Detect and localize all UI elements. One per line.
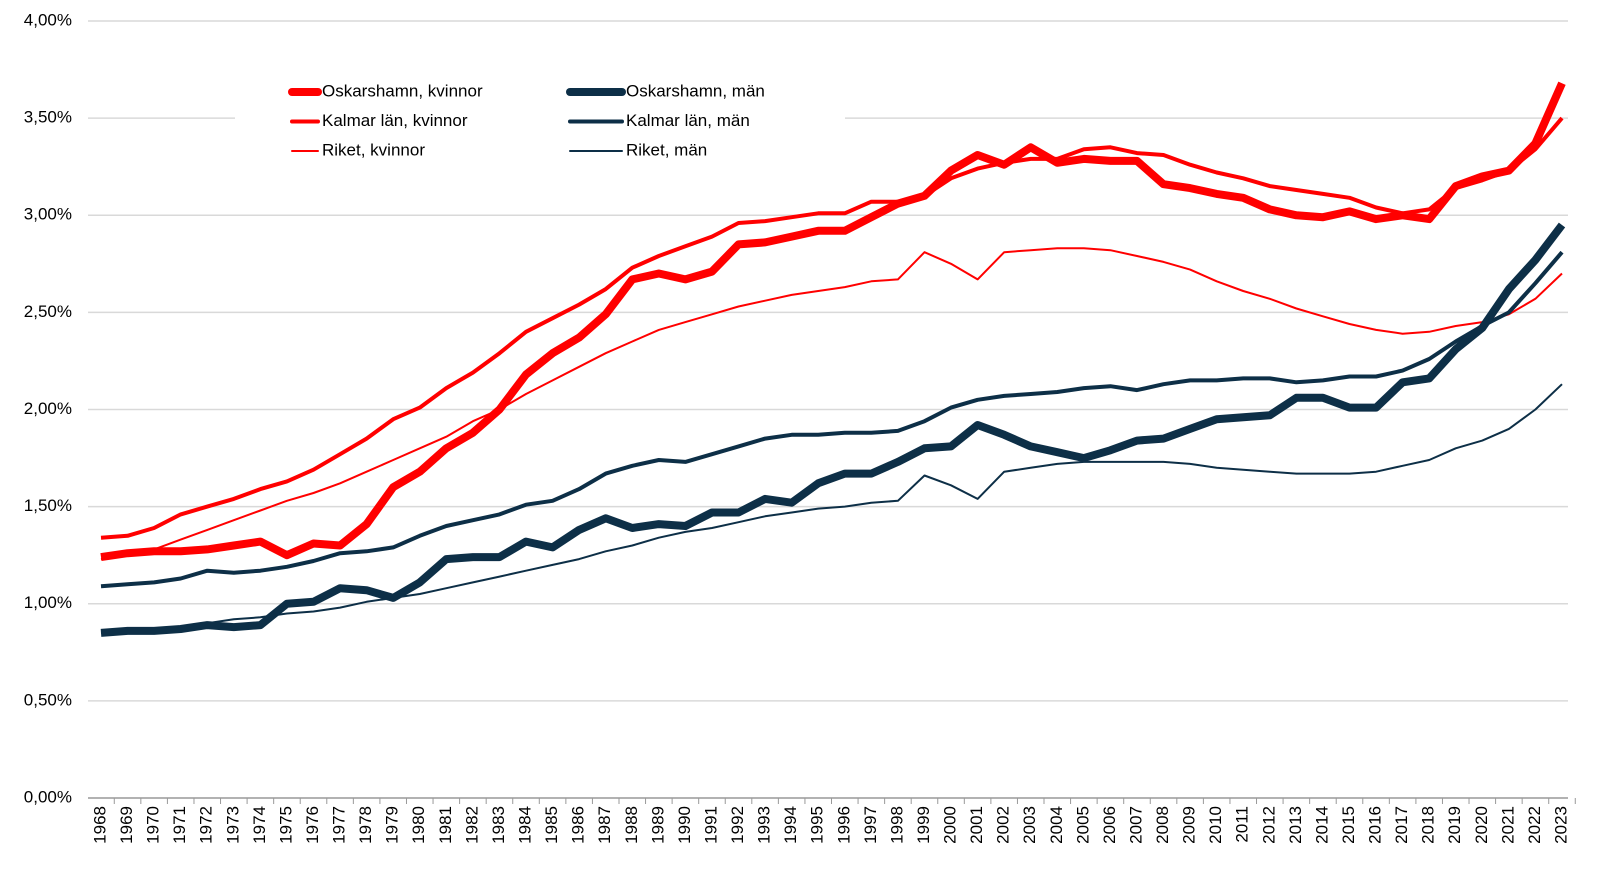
y-tick-label: 1,50% xyxy=(24,496,72,515)
x-tick-label: 1976 xyxy=(303,806,322,844)
series-line xyxy=(100,250,1564,589)
y-tick-label: 3,50% xyxy=(24,108,72,127)
x-tick-label: 2018 xyxy=(1419,806,1438,844)
y-tick-label: 2,50% xyxy=(24,302,72,321)
x-tick-label: 2011 xyxy=(1233,806,1252,843)
x-tick-label: 1972 xyxy=(197,806,216,844)
x-tick-label: 1996 xyxy=(834,806,853,844)
x-tick-label: 2002 xyxy=(994,806,1013,844)
x-tick-label: 1978 xyxy=(356,806,375,844)
x-tick-label: 2012 xyxy=(1259,806,1278,844)
x-tick-label: 2016 xyxy=(1366,806,1385,844)
y-tick-label: 4,00% xyxy=(24,10,72,29)
series-line xyxy=(100,116,1564,540)
x-tick-label: 2023 xyxy=(1551,806,1570,844)
x-tick-label: 1999 xyxy=(914,806,933,844)
x-tick-label: 2005 xyxy=(1073,806,1092,844)
x-tick-label: 2019 xyxy=(1445,806,1464,844)
x-tick-label: 2020 xyxy=(1472,806,1491,844)
x-tick-label: 2014 xyxy=(1312,806,1331,844)
x-tick-label: 1984 xyxy=(516,806,535,844)
x-tick-label: 2009 xyxy=(1180,806,1199,844)
x-tick-label: 1979 xyxy=(383,806,402,844)
x-tick-label: 1971 xyxy=(170,806,189,844)
x-tick-label: 1980 xyxy=(409,806,428,844)
x-tick-label: 2013 xyxy=(1286,806,1305,844)
legend-box xyxy=(235,75,845,167)
x-tick-label: 1993 xyxy=(755,806,774,844)
legend-label: Oskarshamn, män xyxy=(626,81,765,100)
x-tick-label: 1997 xyxy=(861,806,880,844)
x-tick-label: 1977 xyxy=(330,806,349,844)
x-tick-label: 1991 xyxy=(701,806,720,844)
x-tick-label: 1968 xyxy=(90,806,109,844)
x-tick-label: 1983 xyxy=(489,806,508,844)
x-tick-label: 1969 xyxy=(117,806,136,844)
y-tick-label: 0,00% xyxy=(24,787,72,806)
legend-label: Kalmar län, kvinnor xyxy=(322,111,468,130)
x-tick-label: 1981 xyxy=(436,806,455,844)
y-tick-label: 1,00% xyxy=(24,593,72,612)
legend-label: Oskarshamn, kvinnor xyxy=(322,81,483,100)
x-tick-label: 1989 xyxy=(648,806,667,844)
x-tick-label: 2017 xyxy=(1392,806,1411,844)
y-tick-label: 0,50% xyxy=(24,690,72,709)
x-tick-label: 2004 xyxy=(1047,806,1066,844)
x-tick-label: 1988 xyxy=(622,806,641,844)
x-tick-label: 1990 xyxy=(675,806,694,844)
x-tick-label: 1974 xyxy=(250,806,269,844)
x-tick-label: 2010 xyxy=(1206,806,1225,844)
x-tick-label: 1985 xyxy=(542,806,561,844)
x-tick-label: 1982 xyxy=(462,806,481,844)
x-tick-label: 2015 xyxy=(1339,806,1358,844)
x-tick-label: 1992 xyxy=(728,806,747,844)
y-tick-label: 2,00% xyxy=(24,399,72,418)
y-tick-label: 3,00% xyxy=(24,205,72,224)
x-tick-label: 1970 xyxy=(144,806,163,844)
legend-label: Riket, män xyxy=(626,140,707,159)
x-tick-label: 1998 xyxy=(887,806,906,844)
x-tick-label: 2008 xyxy=(1153,806,1172,844)
x-tick-label: 1987 xyxy=(595,806,614,844)
x-tick-label: 2003 xyxy=(1020,806,1039,844)
legend-label: Kalmar län, män xyxy=(626,111,750,130)
x-tick-label: 1994 xyxy=(781,806,800,844)
series-line xyxy=(100,222,1566,637)
x-tick-label: 2006 xyxy=(1100,806,1119,844)
x-tick-label: 2001 xyxy=(967,806,986,844)
x-tick-label: 2022 xyxy=(1525,806,1544,844)
x-tick-label: 1975 xyxy=(276,806,295,844)
x-tick-label: 1973 xyxy=(223,806,242,844)
legend-label: Riket, kvinnor xyxy=(322,140,425,159)
series-line xyxy=(100,383,1563,634)
series-line xyxy=(100,247,1563,561)
x-tick-label: 1986 xyxy=(569,806,588,844)
x-tick-label: 2021 xyxy=(1498,806,1517,844)
x-tick-label: 1995 xyxy=(808,806,827,844)
x-tick-label: 2007 xyxy=(1126,806,1145,844)
x-tick-label: 2000 xyxy=(941,806,960,844)
series-line xyxy=(100,81,1566,562)
